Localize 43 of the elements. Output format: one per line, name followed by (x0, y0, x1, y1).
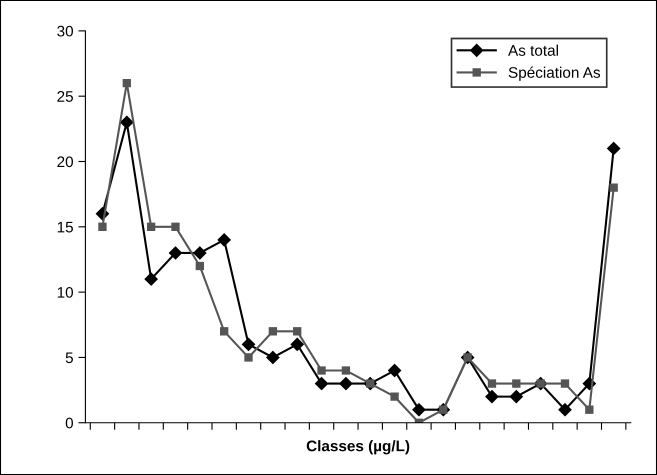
point (342, 366, 350, 375)
y-tick-label: 25 (57, 91, 73, 102)
point (388, 364, 402, 378)
point (290, 338, 304, 351)
point (512, 379, 520, 388)
point (266, 350, 280, 364)
y-tick-label: 15 (58, 222, 73, 232)
point (390, 392, 399, 401)
point (268, 327, 278, 336)
point (488, 379, 496, 388)
y-tick-label: 10 (58, 286, 74, 298)
point (412, 403, 426, 416)
point (122, 78, 131, 88)
point (244, 353, 253, 362)
y-tick-label: 5 (66, 352, 73, 364)
point (193, 246, 206, 260)
y-tick-label: 20 (57, 156, 74, 168)
point (144, 272, 158, 286)
point (168, 246, 182, 260)
point (485, 390, 499, 404)
point (607, 142, 620, 156)
point (585, 406, 594, 414)
legend-label: Spéciation As (508, 66, 600, 81)
point (120, 116, 134, 129)
point (317, 366, 326, 375)
x-axis-title: Classes (µg/L) (306, 440, 410, 454)
point (242, 338, 256, 351)
point (293, 327, 302, 336)
point (558, 403, 572, 416)
y-tick-label: 0 (66, 418, 74, 428)
point (98, 222, 107, 231)
point (610, 183, 618, 192)
point (510, 390, 523, 404)
point (314, 376, 328, 390)
y-tick-label: 30 (57, 26, 74, 37)
point (196, 262, 204, 270)
point (171, 222, 180, 231)
point (146, 222, 156, 231)
point (560, 379, 570, 388)
legend-label: As total (508, 44, 558, 56)
point (220, 327, 228, 336)
point (339, 376, 352, 390)
point (218, 233, 231, 246)
